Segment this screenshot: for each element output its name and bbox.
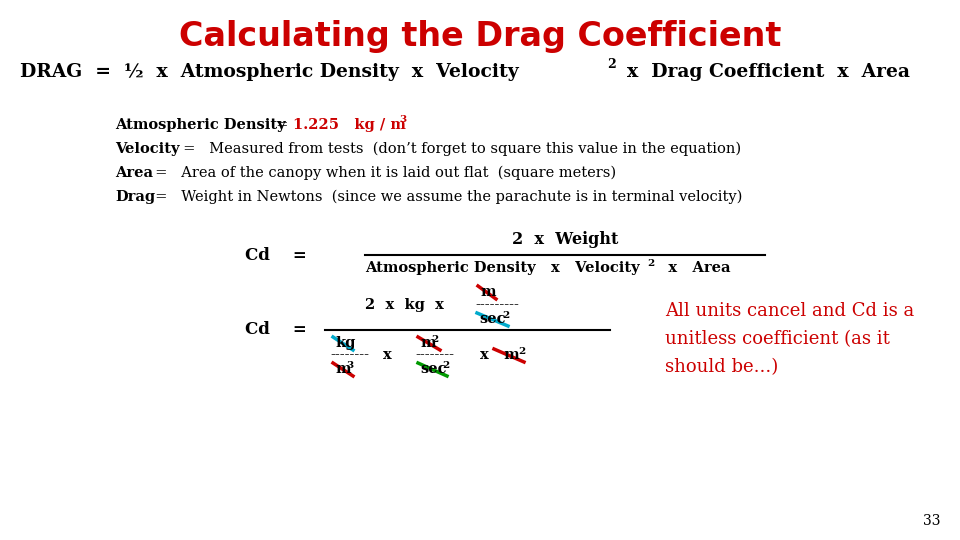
Text: 2  x  Weight: 2 x Weight: [512, 232, 618, 248]
Text: Velocity: Velocity: [115, 142, 180, 156]
Text: Calculating the Drag Coefficient: Calculating the Drag Coefficient: [179, 20, 781, 53]
Text: 33: 33: [923, 514, 940, 528]
Text: x: x: [383, 348, 392, 362]
Text: x  Drag Coefficient  x  Area: x Drag Coefficient x Area: [614, 63, 910, 81]
Text: sec: sec: [420, 362, 446, 376]
Text: sec: sec: [479, 312, 506, 326]
Text: m: m: [480, 285, 495, 299]
Text: DRAG  =  ½  x  Atmospheric Density  x  Velocity: DRAG = ½ x Atmospheric Density x Velocit…: [20, 63, 518, 81]
Text: 3: 3: [346, 361, 353, 369]
Text: x   m: x m: [480, 348, 519, 362]
Text: Atmospheric Density   x   Velocity: Atmospheric Density x Velocity: [365, 261, 639, 275]
Text: =   Weight in Newtons  (since we assume the parachute is in terminal velocity): = Weight in Newtons (since we assume the…: [146, 190, 742, 204]
Text: All units cancel and Cd is a
unitless coefficient (as it
should be...): All units cancel and Cd is a unitless co…: [665, 302, 914, 376]
Text: 2: 2: [607, 57, 615, 71]
Text: ---------: ---------: [475, 298, 518, 312]
Text: x   Area: x Area: [653, 261, 731, 275]
Text: 1.225   kg / m: 1.225 kg / m: [293, 118, 406, 132]
Text: m: m: [335, 362, 350, 376]
Text: Drag: Drag: [115, 190, 156, 204]
Text: --------: --------: [330, 348, 369, 362]
Text: 3: 3: [399, 114, 406, 124]
Text: Area: Area: [115, 166, 153, 180]
Text: m: m: [420, 336, 436, 350]
Text: 2: 2: [502, 310, 509, 320]
Text: 2: 2: [647, 259, 655, 267]
Text: kg: kg: [335, 336, 355, 350]
Text: =   Area of the canopy when it is laid out flat  (square meters): = Area of the canopy when it is laid out…: [146, 166, 616, 180]
Text: 2: 2: [518, 347, 525, 355]
Text: Cd    =: Cd =: [245, 246, 307, 264]
Text: 2: 2: [442, 361, 449, 369]
Text: --------: --------: [415, 348, 454, 362]
Text: 2  x  kg  x: 2 x kg x: [365, 298, 444, 312]
Text: Cd    =: Cd =: [245, 321, 307, 339]
Text: 2: 2: [431, 334, 439, 343]
Text: Atmospheric Density: Atmospheric Density: [115, 118, 286, 132]
Text: =: =: [267, 118, 298, 132]
Text: =   Measured from tests  (don’t forget to square this value in the equation): = Measured from tests (don’t forget to s…: [174, 142, 741, 156]
